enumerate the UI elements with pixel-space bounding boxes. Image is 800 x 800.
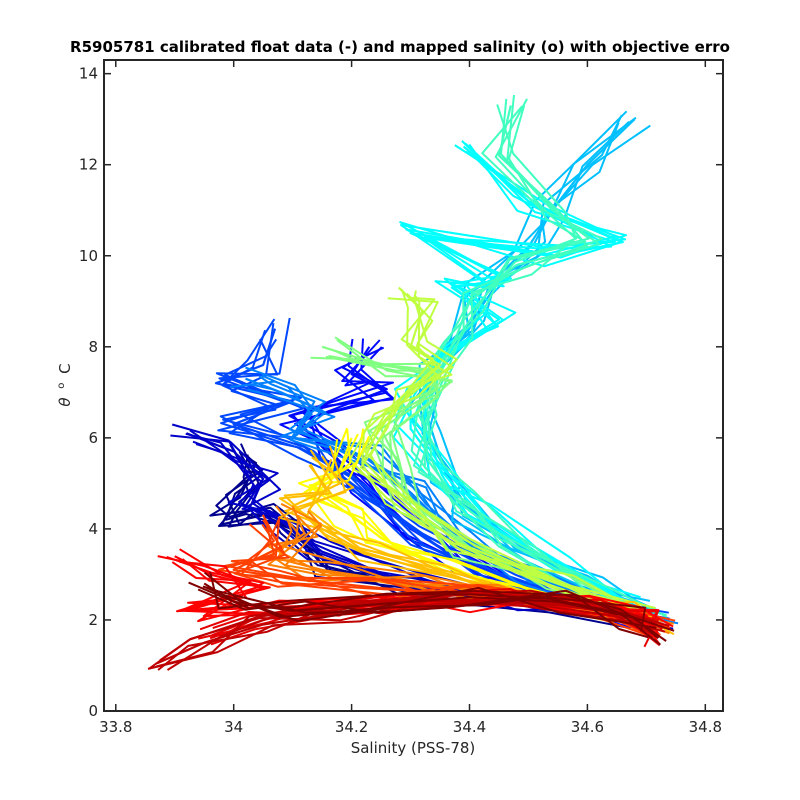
plot-frame <box>103 59 724 712</box>
series-line-7-cast-0 <box>426 105 656 624</box>
series-line-6-cast-4 <box>393 150 651 617</box>
y-tick-label-3: 6 <box>88 429 98 447</box>
chart-title: R5905781 calibrated float data (-) and m… <box>70 38 730 56</box>
x-axis-ticks: 33.8 34 34.2 34.4 34.6 34.8 <box>99 60 722 736</box>
series-line-7-cast-4 <box>423 105 652 619</box>
series-line-9-cast-5 <box>369 292 656 610</box>
x-tick-label-3: 34.4 <box>453 718 486 736</box>
y-axis-ticks: 0 2 4 6 8 10 12 14 <box>79 65 723 720</box>
series-line-0-cast-2 <box>227 443 645 629</box>
y-axis-label-unit: C <box>56 363 74 373</box>
x-tick-label-4: 34.6 <box>571 718 604 736</box>
series-line-17-cast-4 <box>209 571 675 632</box>
y-axis-label-symbol: θ <box>56 397 74 406</box>
y-tick-label-0: 0 <box>88 702 98 720</box>
svg-text:θ o C: θ o C <box>50 363 74 406</box>
y-tick-label-6: 12 <box>79 156 98 174</box>
series-line-17-cast-3 <box>197 588 667 642</box>
series-line-9 <box>362 286 647 612</box>
series-line-9-cast-3 <box>351 289 632 619</box>
x-axis-label: Salinity (PSS-78) <box>351 739 476 757</box>
x-tick-label-5: 34.8 <box>689 718 722 736</box>
x-tick-label-0: 33.8 <box>99 718 132 736</box>
y-tick-label-7: 14 <box>79 65 98 83</box>
series-line-9-cast-4 <box>359 294 647 624</box>
series-line-7-cast-5 <box>413 98 667 616</box>
x-tick-label-2: 34.2 <box>335 718 368 736</box>
series-line-6-cast-5 <box>394 142 625 611</box>
x-tick-label-1: 34 <box>224 718 243 736</box>
series-line-17-cast-5 <box>205 586 647 632</box>
series-line-7-cast-2 <box>410 104 638 625</box>
y-axis-label: θ o C <box>50 363 74 406</box>
y-tick-label-2: 4 <box>88 520 98 538</box>
series-layer <box>147 94 679 671</box>
y-tick-label-5: 10 <box>79 247 98 265</box>
y-tick-label-4: 8 <box>88 338 98 356</box>
y-tick-label-1: 2 <box>88 611 98 629</box>
